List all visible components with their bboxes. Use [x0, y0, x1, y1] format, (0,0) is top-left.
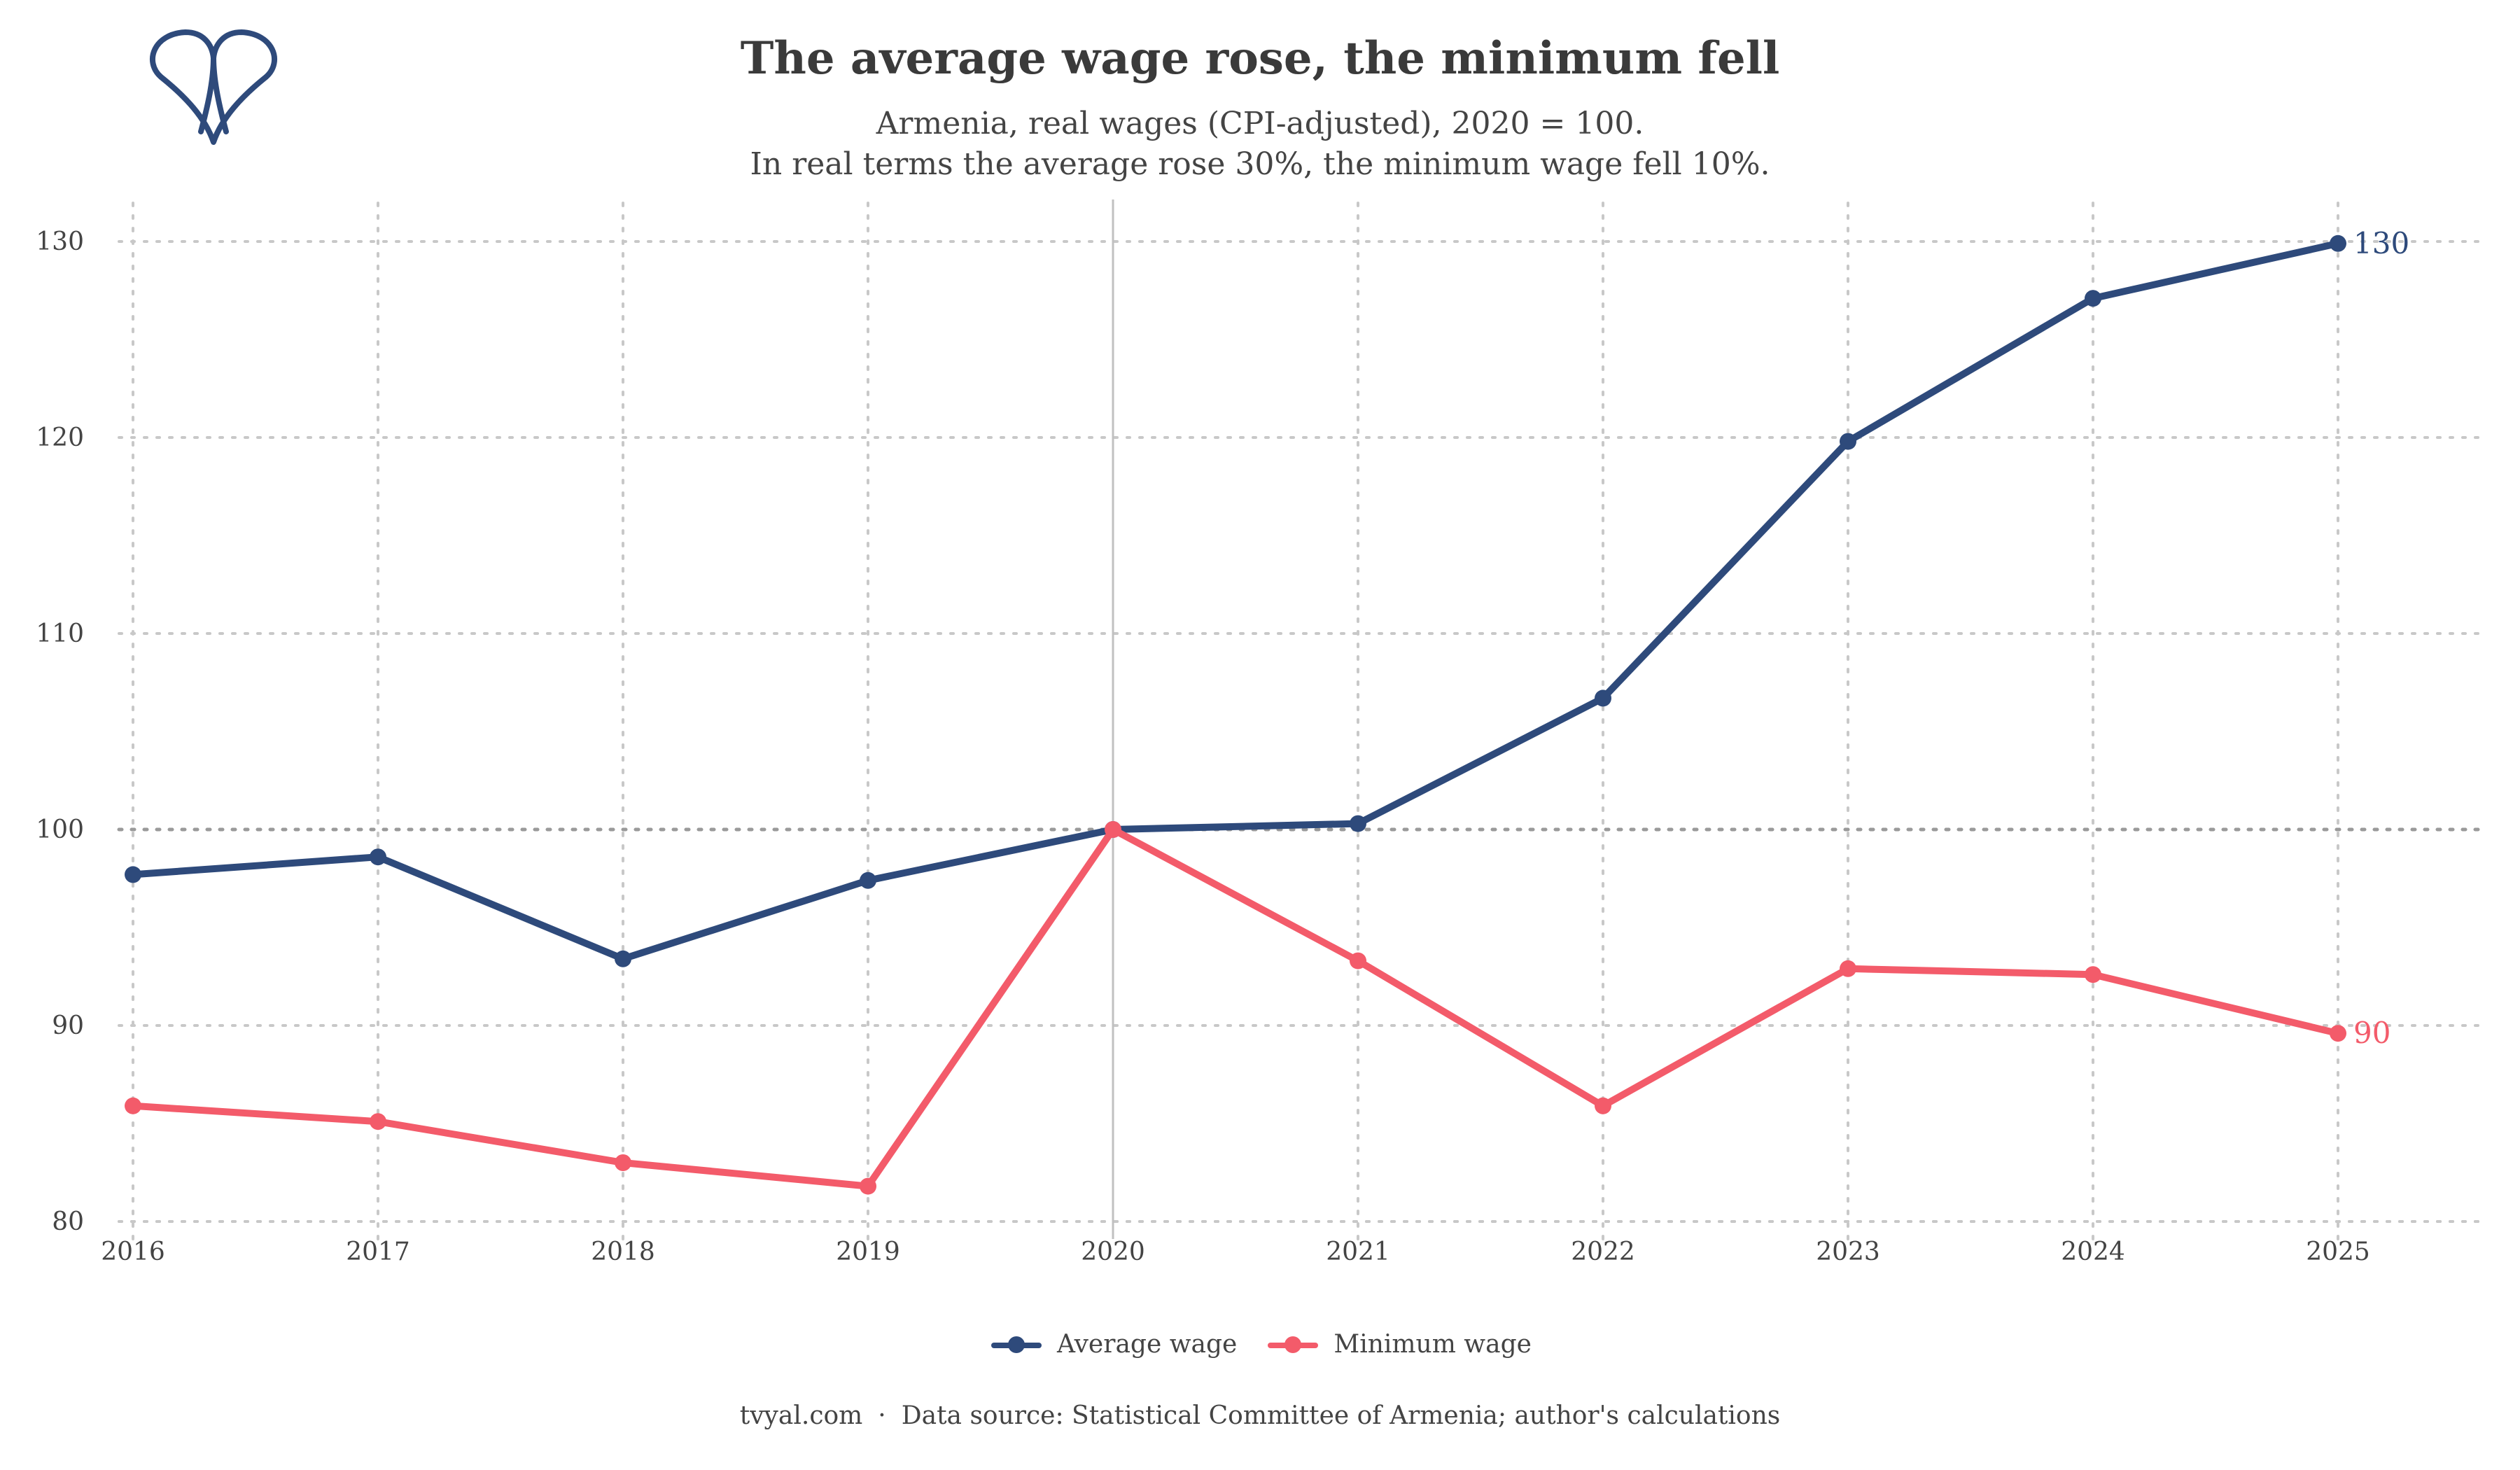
data-point-minimum: [1840, 960, 1856, 977]
x-tick-label: 2022: [1571, 1238, 1635, 1266]
legend-key-minimum: [1265, 1334, 1321, 1355]
data-point-average: [2085, 290, 2101, 307]
x-tick-label: 2025: [2306, 1238, 2370, 1266]
x-tick-label: 2016: [101, 1238, 165, 1266]
x-tick-label: 2024: [2061, 1238, 2125, 1266]
data-point-minimum: [860, 1177, 876, 1195]
data-point-minimum: [615, 1154, 631, 1171]
y-tick-label: 100: [36, 816, 84, 844]
data-point-minimum: [1105, 821, 1121, 838]
legend-item-average: Average wage: [988, 1330, 1237, 1359]
y-tick-label: 120: [36, 424, 84, 452]
legend-label-minimum: Minimum wage: [1334, 1330, 1532, 1359]
x-tick-label: 2020: [1081, 1238, 1145, 1266]
legend-item-minimum: Minimum wage: [1265, 1330, 1532, 1359]
tvyal-logo-icon: [149, 29, 278, 145]
x-tick-label: 2019: [836, 1238, 900, 1266]
data-point-average: [2330, 234, 2346, 252]
end-label-average: 130: [2353, 226, 2409, 260]
x-tick-label: 2017: [346, 1238, 410, 1266]
data-point-average: [1840, 433, 1856, 450]
data-point-average: [370, 848, 386, 866]
y-tick-label: 80: [52, 1208, 84, 1236]
data-point-average: [1350, 815, 1366, 832]
x-tick-label: 2021: [1326, 1238, 1390, 1266]
data-point-average: [125, 866, 141, 883]
series-line-average: [130, 239, 2342, 962]
caption-source: Data source: Statistical Committee of Ar…: [901, 1401, 1781, 1430]
series-line-minimum: [130, 826, 2342, 1190]
data-point-minimum: [370, 1113, 386, 1130]
caption-separator: ·: [878, 1401, 886, 1430]
subtitle-line-2: In real terms the average rose 30%, the …: [750, 146, 1770, 182]
x-tick-label: 2023: [1816, 1238, 1880, 1266]
y-tick-label: 110: [36, 620, 84, 648]
data-point-minimum: [1350, 952, 1366, 969]
data-point-minimum: [1595, 1097, 1611, 1114]
source-caption: tvyal.com · Data source: Statistical Commi…: [0, 1401, 2520, 1430]
data-point-minimum: [2330, 1025, 2346, 1042]
legend-label-average: Average wage: [1057, 1330, 1238, 1359]
subtitle-line-1: Armenia, real wages (CPI-adjusted), 2020…: [876, 106, 1644, 141]
y-tick-label: 130: [36, 227, 84, 256]
end-label-minimum: 90: [2353, 1016, 2390, 1050]
x-tick-label: 2018: [591, 1238, 655, 1266]
chart-title: The average wage rose, the minimum fell: [740, 32, 1780, 85]
data-point-average: [615, 950, 631, 967]
chart-subtitle: Armenia, real wages (CPI-adjusted), 2020…: [0, 104, 2520, 185]
legend-key-average: [988, 1334, 1044, 1355]
data-point-average: [860, 872, 876, 889]
data-point-average: [1595, 690, 1611, 707]
caption-site: tvyal.com: [739, 1401, 863, 1430]
data-point-minimum: [2085, 966, 2101, 983]
y-tick-label: 90: [52, 1011, 84, 1040]
chart-legend: Average wage Minimum wage: [0, 1330, 2520, 1359]
data-point-minimum: [125, 1097, 141, 1114]
